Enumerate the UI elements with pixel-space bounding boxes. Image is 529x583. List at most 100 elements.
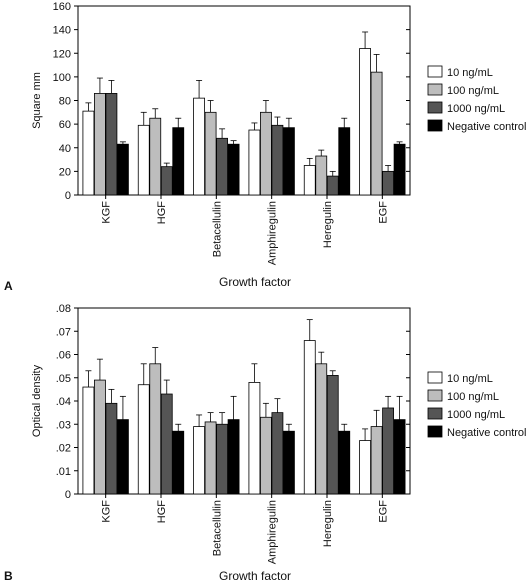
bar-heregulin-2 [315,155,328,196]
category-label: EGF [377,500,389,523]
bar-egf-4 [393,143,406,196]
x-axis-title: Growth factor [219,569,291,583]
y-axis-title: Optical density [31,364,43,437]
y-tick-label: 80 [59,96,71,108]
bar-kgf-3 [105,402,118,495]
y-tick-label: .02 [56,443,71,455]
panel-label: B [4,569,13,583]
y-tick-label: .03 [56,419,71,431]
bar-betacellulin-3 [216,423,228,495]
legend-label: 10 ng/mL [447,67,493,79]
legend-swatch [427,425,443,438]
bar-egf-4 [393,419,406,495]
legend-label: Negative control [447,427,527,439]
category-label: HGF [156,500,168,524]
legend-swatch [427,83,443,96]
bar-egf-2 [370,71,383,196]
bar-kgf-4 [117,419,129,495]
bar-heregulin-4 [338,127,351,196]
legend: 10 ng/mL 100 ng/mL 1000 ng/mL Negative cont… [427,65,527,133]
bar-hgf-2 [149,363,162,495]
y-tick-label: 160 [53,1,71,13]
legend-swatch [427,389,443,402]
bar-egf-1 [359,48,371,196]
legend-label: Negative control [447,121,527,133]
category-label: Amphiregulin [267,500,279,564]
legend-label: 10 ng/mL [447,373,493,385]
bar-egf-3 [382,170,394,196]
bar-hgf-1 [137,124,150,196]
category-label: KGF [101,500,113,523]
legend: 10 ng/mL 100 ng/mL 1000 ng/mL Negative cont… [427,371,527,439]
category-label: Heregulin [322,201,334,248]
bar-hgf-4 [172,127,185,196]
bar-amphiregulin-2 [260,416,272,495]
y-tick-label: 140 [53,25,71,37]
bar-amphiregulin-1 [248,381,261,495]
legend-label: 100 ng/mL [447,85,499,97]
y-tick-label: 60 [59,119,71,131]
bar-egf-2 [370,426,383,495]
bar-betacellulin-4 [227,143,240,196]
y-tick-label: .04 [56,396,71,408]
category-label: HGF [156,201,168,225]
x-axis-title: Growth factor [219,275,291,289]
bar-kgf-3 [105,93,118,196]
bar-kgf-2 [94,379,106,495]
bar-hgf-2 [149,117,162,196]
bar-hgf-4 [172,430,185,495]
category-label: KGF [101,201,113,224]
y-axis-title: Square mm [31,72,43,129]
chart-panel-A: 0 20 40 60 80 100 120 140 160 Square mm KGF HGF Beta… [4,1,527,293]
bar-heregulin-3 [326,375,339,495]
bar-betacellulin-1 [193,97,205,196]
y-tick-label: 40 [59,143,71,155]
legend-swatch [427,371,443,384]
y-tick-label: .08 [56,303,71,315]
bar-amphiregulin-4 [283,127,295,196]
bar-betacellulin-1 [193,426,205,495]
y-tick-label: .07 [56,326,71,338]
bar-kgf-4 [117,143,129,196]
chart-panel-B: 0 .01 .02 .03 .04 .05 .06 .07 .08 Optical density… [4,303,527,583]
y-tick-label: 120 [53,48,71,60]
y-tick-label: 100 [53,72,71,84]
category-label: Betacellulin [211,500,223,556]
legend-swatch [427,65,443,78]
bar-amphiregulin-4 [283,430,295,495]
bar-betacellulin-4 [227,419,240,495]
bar-kgf-1 [82,386,95,495]
bar-betacellulin-2 [204,111,217,196]
y-tick-label: .06 [56,350,71,362]
y-tick-label: .01 [56,466,71,478]
legend-swatch [427,101,443,114]
bar-betacellulin-2 [204,421,217,495]
category-label: EGF [377,201,389,224]
bar-egf-3 [382,407,394,495]
bar-hgf-3 [160,393,173,495]
bar-heregulin-1 [303,165,316,196]
legend-swatch [427,407,443,420]
bar-amphiregulin-3 [271,412,284,495]
bar-kgf-2 [94,93,106,196]
panel-label: A [4,279,13,293]
y-tick-label: .05 [56,373,71,385]
category-label: Betacellulin [211,201,223,257]
bar-egf-1 [359,440,371,495]
category-label: Heregulin [322,500,334,547]
legend-swatch [427,119,443,132]
y-tick-label: 0 [65,489,71,501]
y-tick-label: 0 [65,190,71,202]
bar-heregulin-3 [326,175,339,196]
legend-label: 1000 ng/mL [447,103,505,115]
bar-kgf-1 [82,110,95,196]
category-label: Amphiregulin [267,201,279,265]
bar-hgf-3 [160,166,173,196]
bar-heregulin-1 [303,340,316,495]
bar-betacellulin-3 [216,137,228,196]
bar-amphiregulin-3 [271,124,284,196]
legend-label: 100 ng/mL [447,391,499,403]
bar-hgf-1 [137,384,150,495]
legend-label: 1000 ng/mL [447,409,505,421]
bar-amphiregulin-2 [260,111,272,196]
